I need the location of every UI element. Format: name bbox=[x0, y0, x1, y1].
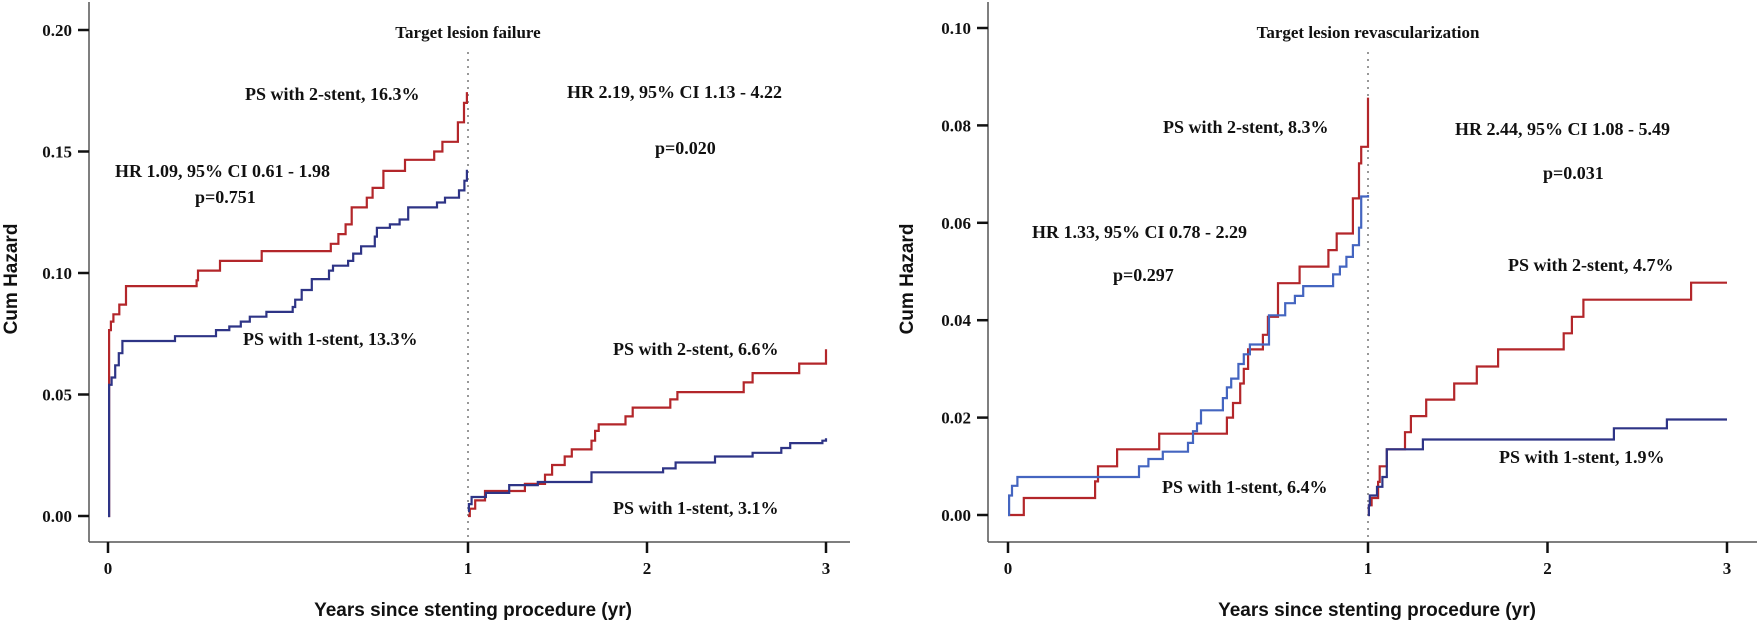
annotation-2stent-year1-right: PS with 2-stent, 8.3% bbox=[1163, 117, 1329, 137]
annotation-2stent-after1-left: PS with 2-stent, 6.6% bbox=[613, 339, 779, 359]
y-axis-label-right: Cum Hazard bbox=[897, 224, 918, 335]
chart-title-left: Target lesion failure bbox=[395, 23, 541, 42]
y-tick-label: 0.08 bbox=[941, 116, 971, 135]
x-ticks-left: 0 1 2 3 bbox=[104, 542, 831, 578]
annotation-p-year1-right: p=0.297 bbox=[1113, 265, 1174, 285]
curve-ps-with-1-stent-after1 bbox=[467, 438, 828, 513]
annotation-p-after1-left: p=0.020 bbox=[655, 138, 716, 158]
series-left bbox=[108, 92, 828, 518]
y-tick-label: 0.10 bbox=[42, 264, 72, 283]
x-tick-label: 2 bbox=[643, 559, 652, 578]
y-ticks-left: 0.00 0.05 0.10 0.15 0.20 bbox=[42, 21, 89, 526]
annotation-p-after1-right: p=0.031 bbox=[1543, 163, 1604, 183]
annotation-2stent-year1-left: PS with 2-stent, 16.3% bbox=[245, 84, 420, 104]
series-right bbox=[1008, 97, 1727, 517]
curve-ps-with-1-stent-after1 bbox=[1367, 418, 1727, 517]
annotation-2stent-after1-right: PS with 2-stent, 4.7% bbox=[1508, 255, 1674, 275]
x-tick-label: 2 bbox=[1543, 559, 1552, 578]
curve-ps-with-1-stent-year1 bbox=[108, 169, 468, 518]
annotation-hr-year1-right: HR 1.33, 95% CI 0.78 - 2.29 bbox=[1032, 222, 1247, 242]
curve-ps-with-2-stent-year1 bbox=[1008, 97, 1370, 517]
y-tick-label: 0.04 bbox=[941, 311, 971, 330]
x-axis-label-right: Years since stenting procedure (yr) bbox=[1218, 600, 1536, 621]
x-tick-label: 1 bbox=[1364, 559, 1373, 578]
panel-target-lesion-failure: 0.00 0.05 0.10 0.15 0.20 0 1 2 3 Target lesion … bbox=[1, 2, 850, 621]
annotation-p-year1-left: p=0.751 bbox=[195, 187, 256, 207]
x-axis-label-left: Years since stenting procedure (yr) bbox=[314, 600, 632, 621]
annotation-hr-year1-left: HR 1.09, 95% CI 0.61 - 1.98 bbox=[115, 161, 330, 181]
x-tick-label: 3 bbox=[822, 559, 831, 578]
y-tick-label: 0.00 bbox=[42, 507, 72, 526]
annotation-1stent-after1-left: PS with 1-stent, 3.1% bbox=[613, 498, 779, 518]
x-tick-label: 0 bbox=[1004, 559, 1013, 578]
chart-title-right: Target lesion revascularization bbox=[1257, 23, 1480, 42]
y-tick-label: 0.02 bbox=[941, 409, 971, 428]
curve-ps-with-1-stent-year1 bbox=[1008, 195, 1370, 517]
x-tick-label: 1 bbox=[464, 559, 473, 578]
x-ticks-right: 0 1 2 3 bbox=[1004, 542, 1732, 578]
annotation-1stent-year1-right: PS with 1-stent, 6.4% bbox=[1162, 477, 1328, 497]
curve-ps-with-2-stent-after1 bbox=[1367, 281, 1727, 517]
y-tick-label: 0.15 bbox=[42, 143, 72, 162]
annotation-1stent-after1-right: PS with 1-stent, 1.9% bbox=[1499, 447, 1665, 467]
y-tick-label: 0.20 bbox=[42, 21, 72, 40]
curve-ps-with-2-stent-after1 bbox=[468, 349, 828, 518]
y-tick-label: 0.00 bbox=[941, 506, 971, 525]
y-tick-label: 0.10 bbox=[941, 19, 971, 38]
x-tick-label: 0 bbox=[104, 559, 113, 578]
annotation-1stent-year1-left: PS with 1-stent, 13.3% bbox=[243, 329, 418, 349]
panel-target-lesion-revascularization: 0.00 0.02 0.04 0.06 0.08 0.10 0 1 2 3 Target les… bbox=[897, 2, 1757, 621]
x-tick-label: 3 bbox=[1723, 559, 1732, 578]
curve-ps-with-2-stent-year1 bbox=[108, 92, 468, 518]
annotation-hr-after1-left: HR 2.19, 95% CI 1.13 - 4.22 bbox=[567, 82, 782, 102]
annotation-hr-after1-right: HR 2.44, 95% CI 1.08 - 5.49 bbox=[1455, 119, 1670, 139]
y-tick-label: 0.05 bbox=[42, 386, 72, 405]
y-ticks-right: 0.00 0.02 0.04 0.06 0.08 0.10 bbox=[941, 19, 988, 525]
y-tick-label: 0.06 bbox=[941, 214, 971, 233]
y-axis-label-left: Cum Hazard bbox=[1, 224, 22, 335]
